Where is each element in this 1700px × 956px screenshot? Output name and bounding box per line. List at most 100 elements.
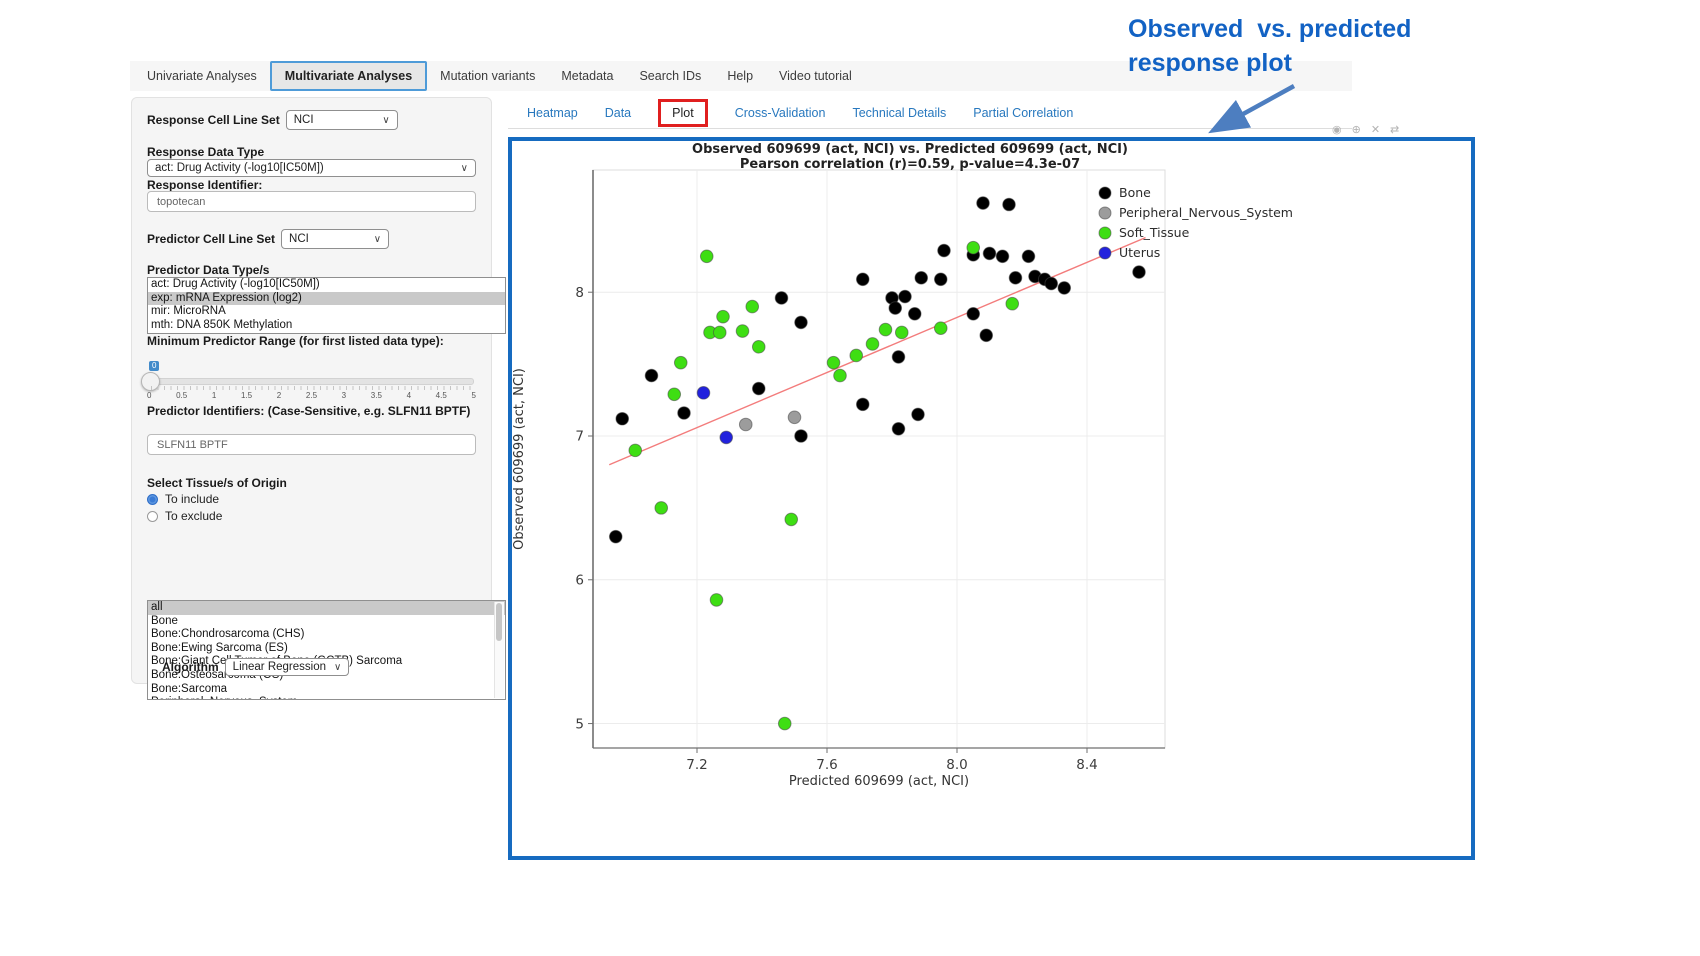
subtab-cross-validation[interactable]: Cross-Validation [734, 106, 826, 120]
camera-icon[interactable]: ◉ [1332, 124, 1342, 136]
algorithm-select[interactable]: Linear Regression [224, 658, 350, 676]
scatter-plot-canvas[interactable]: 7.2 7.6 8.0 8.4 5 6 7 8 Observed 609699 (act, NC… [512, 141, 1471, 856]
subtab-partial-correlation[interactable]: Partial Correlation [973, 106, 1074, 120]
data-point-soft-tissue[interactable] [966, 240, 981, 255]
data-point-soft-tissue[interactable] [833, 368, 847, 383]
radio-exclude-icon[interactable] [147, 510, 158, 522]
data-point-bone[interactable] [911, 407, 925, 422]
data-point-soft-tissue[interactable] [1005, 296, 1020, 311]
data-point-soft-tissue[interactable] [712, 325, 727, 340]
data-point-soft-tissue[interactable] [654, 501, 669, 515]
predictor-cell-line-set-select[interactable]: NCI [281, 229, 390, 249]
data-point-bone[interactable] [979, 328, 994, 343]
nav-tab-multivariate-analyses[interactable]: Multivariate Analyses [269, 61, 428, 91]
predictor-identifiers-input[interactable]: SLFN11 BPTF [147, 434, 476, 455]
data-point-soft-tissue[interactable] [709, 593, 724, 607]
data-point-bone[interactable] [1057, 281, 1072, 295]
data-point-bone[interactable] [644, 368, 659, 383]
data-point-soft-tissue[interactable] [933, 321, 948, 335]
data-point-bone[interactable] [855, 397, 870, 412]
data-point-bone[interactable] [937, 243, 951, 258]
data-point-bone[interactable] [995, 249, 1010, 264]
option-exp-mrna-expression-log2[interactable]: exp: mRNA Expression (log2) [148, 291, 505, 306]
pan-icon[interactable]: ⇄ [1390, 124, 1400, 136]
option-bone-chondrosarcoma-chs[interactable]: Bone:Chondrosarcoma (CHS) [151, 628, 305, 641]
data-point-soft-tissue[interactable] [667, 387, 682, 402]
option-bone[interactable]: Bone [151, 614, 178, 627]
option-mth-dna-850k-methylation[interactable]: mth: DNA 850K Methylation [151, 318, 293, 331]
data-point-bone[interactable] [966, 306, 981, 321]
data-point-bone[interactable] [891, 350, 906, 364]
tissue-list-scrollbar[interactable] [494, 602, 504, 698]
data-point-soft-tissue[interactable] [878, 322, 893, 337]
data-point-bone[interactable] [1021, 249, 1036, 264]
data-point-soft-tissue[interactable] [716, 309, 730, 324]
data-point-bone[interactable] [855, 272, 870, 287]
data-point-bone[interactable] [677, 406, 691, 420]
data-point-bone[interactable] [976, 196, 990, 210]
option-act-drug-activity-log10-ic50m[interactable]: act: Drug Activity (-log10[IC50M]) [151, 278, 320, 290]
legend-item-soft-tissue[interactable]: Soft_Tissue [1098, 225, 1190, 240]
data-point-bone[interactable] [888, 301, 903, 315]
data-point-uterus[interactable] [696, 386, 711, 400]
nav-tab-search-ids[interactable]: Search IDs [639, 69, 702, 83]
nav-tab-help[interactable]: Help [727, 69, 754, 83]
data-point-bone[interactable] [1132, 265, 1146, 279]
option-all[interactable]: all [148, 601, 505, 615]
data-point-bone[interactable] [982, 246, 997, 261]
radio-to-include[interactable]: To include [147, 492, 476, 506]
legend-item-bone[interactable]: Bone [1098, 185, 1151, 200]
legend-item-peripheral-nervous-system[interactable]: Peripheral_Nervous_System [1098, 205, 1293, 220]
data-point-soft-tissue[interactable] [745, 299, 760, 314]
data-point-bone[interactable] [1044, 276, 1059, 291]
subtab-data[interactable]: Data [604, 106, 632, 120]
data-point-bone[interactable] [933, 272, 948, 287]
data-point-bone[interactable] [794, 429, 808, 443]
option-peripheral-nervous-system[interactable]: Peripheral_Nervous_System [148, 696, 505, 699]
data-point-peripheral-nervous-system[interactable] [787, 410, 802, 425]
option-bone-sarcoma[interactable]: Bone:Sarcoma [151, 682, 228, 695]
data-point-soft-tissue[interactable] [673, 355, 688, 370]
close-icon[interactable]: ✕ [1370, 124, 1381, 136]
data-point-soft-tissue[interactable] [784, 512, 799, 527]
nav-tab-video-tutorial[interactable]: Video tutorial [779, 69, 852, 83]
data-point-bone[interactable] [794, 315, 808, 330]
data-point-bone[interactable] [1002, 197, 1016, 212]
data-point-soft-tissue[interactable] [777, 716, 792, 731]
radio-to-exclude[interactable]: To exclude [147, 509, 476, 523]
data-point-uterus[interactable] [719, 430, 734, 445]
data-point-soft-tissue[interactable] [894, 325, 909, 340]
data-point-soft-tissue[interactable] [628, 443, 643, 458]
data-point-bone[interactable] [615, 411, 630, 426]
subtab-technical-details[interactable]: Technical Details [852, 106, 947, 120]
data-point-soft-tissue[interactable] [751, 340, 766, 354]
scrollbar-thumb[interactable] [496, 603, 502, 641]
data-point-peripheral-nervous-system[interactable] [738, 417, 753, 432]
data-point-soft-tissue[interactable] [735, 324, 750, 338]
data-point-soft-tissue[interactable] [699, 249, 714, 264]
zoom-icon[interactable]: ⊕ [1351, 124, 1361, 136]
min-predictor-range-slider[interactable]: 0 0 0.5 1 1.5 2 2.5 3 3.5 4 4.5 5 [141, 361, 476, 401]
subtab-heatmap[interactable]: Heatmap [527, 106, 578, 120]
option-mir-microrna[interactable]: mir: MicroRNA [151, 305, 226, 318]
data-point-bone[interactable] [751, 381, 766, 396]
subtab-plot[interactable]: Plot [672, 106, 694, 120]
response-cell-line-set-select[interactable]: NCI [285, 110, 398, 130]
data-point-bone[interactable] [891, 422, 906, 436]
nav-tab-univariate-analyses[interactable]: Univariate Analyses [147, 69, 257, 83]
data-point-soft-tissue[interactable] [865, 337, 880, 351]
data-point-soft-tissue[interactable] [826, 355, 841, 370]
response-data-type-select[interactable]: act: Drug Activity (-log10[IC50M]) [147, 159, 476, 177]
option-bone-ewing-sarcoma-es[interactable]: Bone:Ewing Sarcoma (ES) [151, 641, 288, 654]
radio-include-icon[interactable] [147, 493, 158, 505]
data-point-soft-tissue[interactable] [849, 348, 864, 363]
data-point-bone[interactable] [898, 289, 912, 304]
data-point-bone[interactable] [608, 529, 623, 544]
slider-track[interactable] [149, 378, 474, 385]
data-point-bone[interactable] [914, 271, 929, 285]
response-identifier-input[interactable]: topotecan [147, 191, 476, 212]
legend-item-uterus[interactable]: Uterus [1098, 245, 1160, 260]
nav-tab-metadata[interactable]: Metadata [561, 69, 614, 83]
data-point-bone[interactable] [907, 306, 922, 321]
data-point-bone[interactable] [774, 291, 789, 305]
